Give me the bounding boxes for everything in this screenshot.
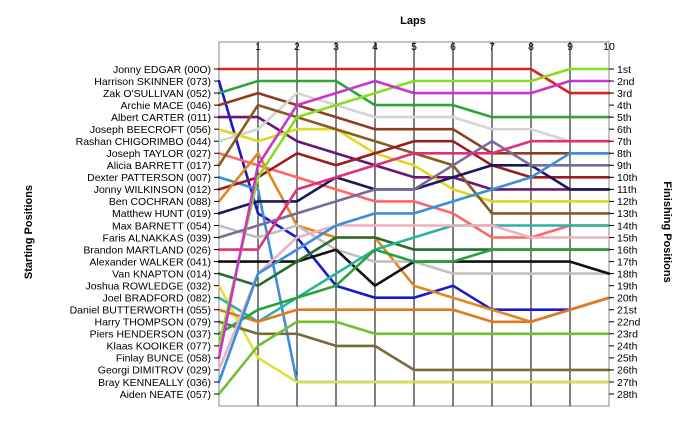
series-line-start-23: [217, 248, 611, 336]
start-label-23: Piers HENDERSON (037): [90, 329, 211, 341]
start-position-marks: [214, 68, 219, 395]
start-label-1: Jonny EDGAR (00O): [113, 64, 211, 76]
finish-label-25: 25th: [617, 353, 638, 365]
start-label-27: Bray KENNEALLY (036): [98, 377, 211, 389]
series-line-start-3: [217, 79, 611, 119]
series-line-start-25: [217, 79, 611, 360]
start-label-12: Ben COCHRAN (088): [109, 196, 211, 208]
lap-tick-8: 8: [528, 41, 534, 53]
lap-tick-5: 5: [411, 41, 417, 53]
series-line-start-24: [217, 67, 611, 348]
lap-tick-2: 2: [294, 41, 300, 53]
series-line-start-19: [217, 284, 611, 384]
start-label-5: Albert CARTER (011): [111, 112, 211, 124]
lap-tick-4: 4: [372, 41, 378, 53]
start-label-4: Archie MACE (046): [121, 100, 211, 112]
start-label-15: Faris ALNAKKAS (039): [102, 232, 211, 244]
start-label-11: Jonny WILKINSON (012): [94, 184, 211, 196]
finish-label-28: 28th: [617, 389, 638, 401]
series-line-start-16: [217, 139, 611, 251]
finish-label-1: 1st: [617, 64, 631, 76]
finish-label-10: 10th: [617, 172, 638, 184]
finish-label-5: 5th: [617, 112, 632, 124]
series-line-start-28: [217, 320, 611, 396]
lap-tick-7: 7: [489, 41, 495, 53]
finish-label-18: 18th: [617, 268, 638, 280]
top-axis-title: Laps: [400, 15, 426, 27]
finish-position-labels: 1st2nd3rd4th5th6th7th8th9th10th11th12th1…: [617, 64, 641, 401]
start-label-2: Harrison SKINNER (073): [94, 76, 211, 88]
start-label-14: Max BARNETT (054): [112, 220, 211, 232]
start-label-16: Brandon MARTLAND (026): [83, 244, 211, 256]
finish-label-9: 9th: [617, 160, 632, 172]
lap-tick-1: 1: [255, 41, 261, 53]
finish-label-22: 22nd: [617, 317, 641, 329]
start-label-28: Aiden NEATE (057): [120, 389, 211, 401]
finish-label-24: 24th: [617, 341, 638, 353]
right-axis-title: Finishing Positions: [661, 181, 673, 282]
series-line-start-27: [217, 152, 611, 384]
start-label-25: Finlay BUNCE (058): [116, 353, 211, 365]
lap-tick-labels: 1 2 3 4 5 6 7 8 9 10: [255, 41, 615, 53]
finish-label-7: 7th: [617, 136, 632, 148]
series-line-start-20: [217, 224, 611, 324]
finish-label-17: 17th: [617, 256, 638, 268]
start-label-24: Klaas KOOIKER (077): [107, 341, 211, 353]
finish-label-12: 12th: [617, 196, 638, 208]
start-label-18: Van KNAPTON (014): [112, 268, 211, 280]
lap-tick-6: 6: [450, 41, 456, 53]
series-line-start-26: [217, 224, 611, 372]
start-position-labels: Jonny EDGAR (00O)Harrison SKINNER (073)Z…: [70, 64, 211, 401]
lap-tick-10: 10: [603, 41, 615, 53]
finish-label-6: 6th: [617, 124, 632, 136]
start-label-26: Georgi DIMITROV (029): [98, 365, 211, 377]
start-label-17: Alexander WALKER (041): [89, 256, 211, 268]
series-line-start-11: [217, 139, 611, 191]
finish-label-2: 2nd: [617, 76, 635, 88]
lap-tick-3: 3: [333, 41, 339, 53]
finish-label-19: 19th: [617, 280, 638, 292]
series-line-start-7: [217, 91, 611, 143]
series-lines: [217, 67, 611, 396]
lap-tick-9: 9: [567, 41, 573, 53]
finish-label-11: 11th: [617, 184, 637, 196]
finish-label-27: 27th: [617, 377, 638, 389]
series-line-start-21: [217, 296, 611, 324]
left-axis-title: Starting Positions: [23, 185, 35, 279]
finish-position-marks: [609, 68, 614, 395]
finish-label-16: 16th: [617, 244, 638, 256]
start-label-6: Joseph BEECROFT (056): [90, 124, 211, 136]
start-label-19: Joshua ROWLEDGE (032): [86, 280, 211, 292]
start-label-20: Joel BRADFORD (082): [102, 293, 211, 305]
finish-label-23: 23rd: [617, 329, 638, 341]
start-label-7: Rashan CHIGORIMBO (044): [76, 136, 211, 148]
finish-label-15: 15th: [617, 232, 638, 244]
finish-label-13: 13th: [617, 208, 638, 220]
series-line-start-6: [217, 127, 611, 203]
finish-label-3: 3rd: [617, 88, 632, 100]
start-label-22: Harry THOMPSON (079): [95, 317, 212, 329]
finish-label-14: 14th: [617, 220, 638, 232]
series-line-start-15: [217, 139, 611, 239]
start-label-10: Dexter PATTERSON (007): [87, 172, 211, 184]
series-line-start-22: [217, 320, 611, 372]
start-label-3: Zak O'SULLIVAN (052): [103, 88, 211, 100]
finish-label-20: 20th: [617, 293, 638, 305]
finish-label-21: 21st: [617, 305, 637, 317]
start-label-9: Alicia BARRETT (017): [107, 160, 211, 172]
start-label-21: Daniel BUTTERWORTH (055): [70, 305, 211, 317]
start-label-13: Matthew HUNT (019): [112, 208, 211, 220]
finish-label-26: 26th: [617, 365, 638, 377]
finish-label-4: 4th: [617, 100, 632, 112]
series-line-start-4: [217, 91, 611, 155]
finish-label-8: 8th: [617, 148, 632, 160]
start-label-8: Joseph TAYLOR (027): [107, 148, 211, 160]
series-line-start-8: [217, 152, 611, 239]
